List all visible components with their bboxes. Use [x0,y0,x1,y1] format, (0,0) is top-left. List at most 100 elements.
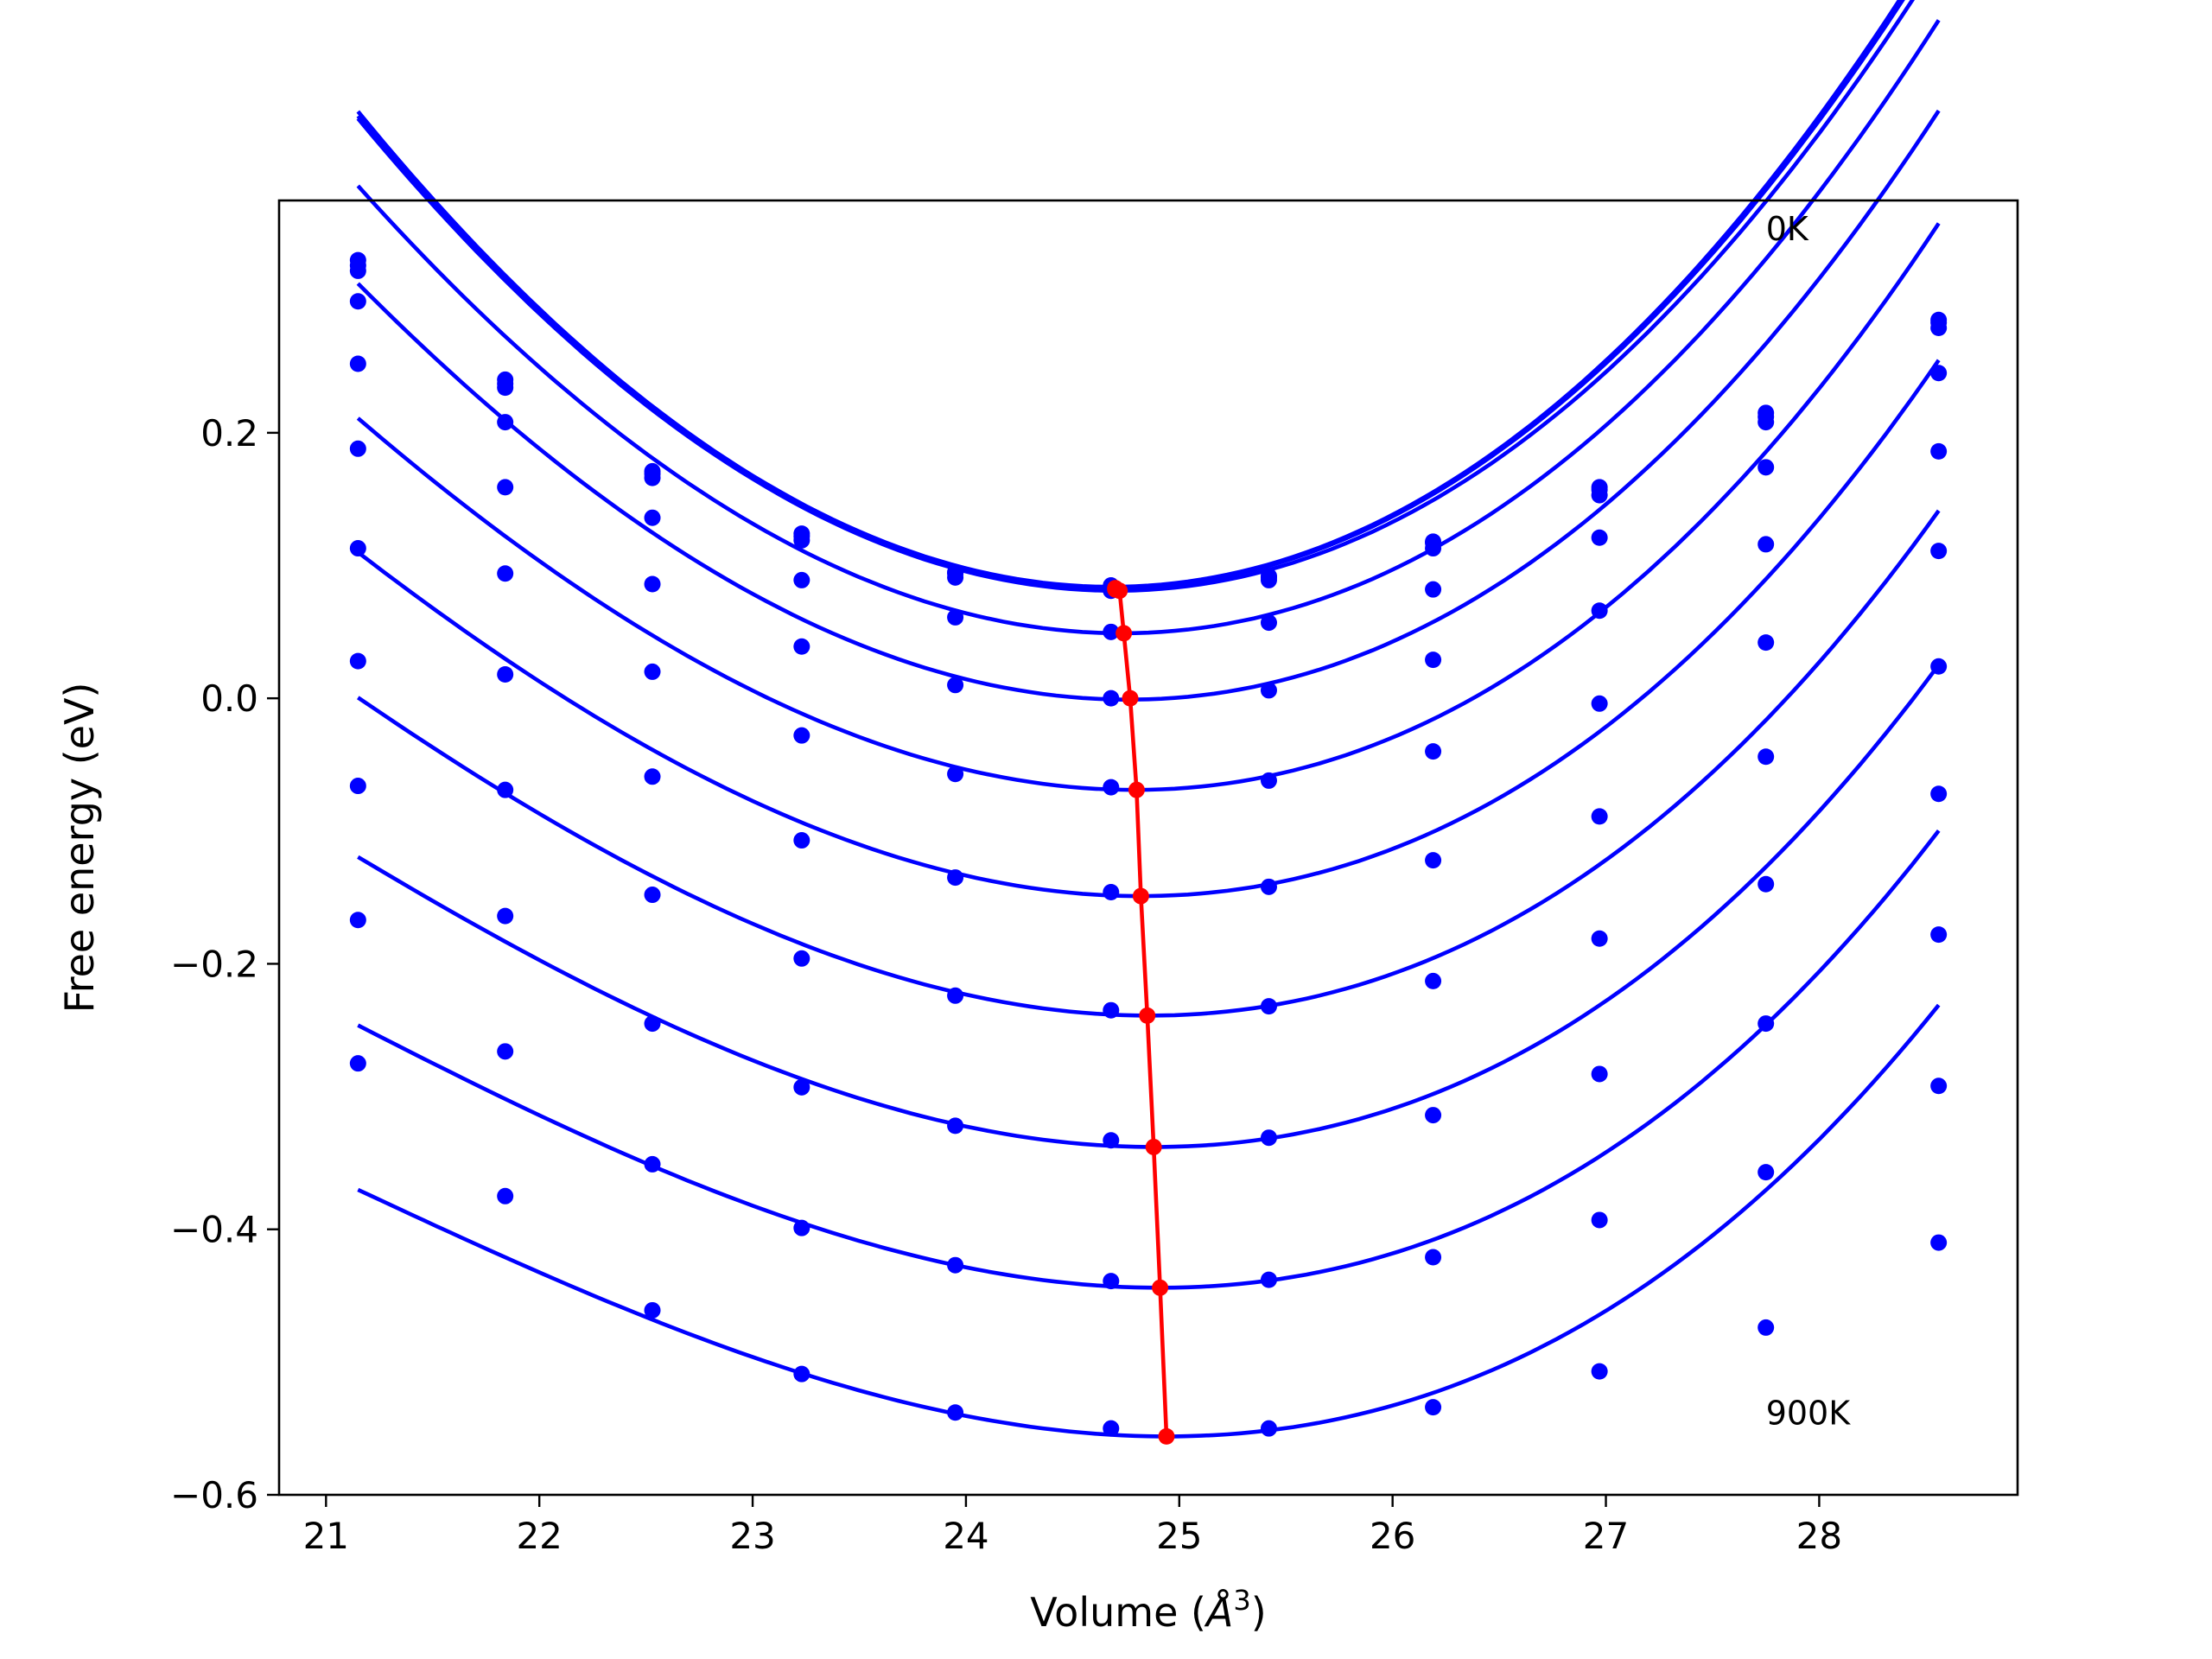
data-point [1425,1399,1442,1416]
data-point [947,608,964,626]
data-point [644,1301,661,1319]
data-point [1103,1132,1120,1149]
data-point [497,565,514,582]
axes-frame [277,199,2019,1497]
data-point [1591,1363,1608,1380]
data-point [644,575,661,593]
minimum-point [1132,887,1149,905]
x-tick-label: 28 [1796,1515,1842,1557]
data-point [1758,748,1775,766]
y-tick-label: −0.6 [170,1474,258,1516]
minimum-point [1128,781,1145,798]
data-point [497,379,514,397]
data-point [349,293,366,310]
data-point [1930,543,1948,560]
fit-curve-3 [356,19,1941,636]
data-point [349,652,366,670]
fit-curve-2 [356,0,1916,593]
data-point [1930,442,1948,460]
data-point [793,727,810,744]
data-point [947,766,964,783]
data-point [1425,540,1442,557]
data-point [349,912,366,929]
data-point [1591,930,1608,947]
data-point [1260,772,1277,789]
minimum-path [1107,580,1175,1445]
data-point [1930,1234,1948,1251]
data-point [1591,1211,1608,1229]
data-point [1103,1420,1120,1437]
data-point [1425,972,1442,989]
minimum-point [1139,1007,1156,1024]
x-tick-label: 21 [303,1515,349,1557]
data-point [1930,926,1948,944]
data-point [1930,365,1948,382]
annotation-900k: 900K [1766,1395,1852,1433]
data-point [947,1256,964,1274]
fit-curve-9 [357,829,1941,1290]
minimum-point [1152,1279,1169,1296]
annotation-0k: 0K [1766,210,1809,248]
data-point [349,355,366,372]
y-tick-label: −0.2 [170,943,258,985]
data-point [1591,808,1608,825]
data-point [644,768,661,785]
minimum-point [1158,1427,1175,1445]
data-point [497,1187,514,1205]
data-point [1758,536,1775,553]
data-point [1591,1065,1608,1083]
data-point [1260,998,1277,1015]
data-point [497,1043,514,1060]
data-point [1591,695,1608,712]
data-point [1425,852,1442,869]
data-point [644,1155,661,1173]
data-point [1591,529,1608,546]
x-tick-label: 24 [943,1515,988,1557]
data-point [1425,743,1442,760]
data-point [644,887,661,904]
data-point [947,869,964,887]
data-point [1930,785,1948,803]
data-point [644,509,661,526]
data-point [947,1404,964,1421]
data-point [349,440,366,457]
data-point [1425,1107,1442,1124]
data-point [1425,581,1442,598]
data-point [1591,602,1608,620]
data-point [1930,1077,1948,1095]
data-point [349,778,366,795]
x-axis-ticks: 21 22 23 24 25 26 27 28 [303,1495,1842,1557]
data-point [1425,652,1442,669]
data-point [1103,1273,1120,1290]
data-point [1758,459,1775,476]
minimum-point [1111,582,1128,600]
data-point [1260,1271,1277,1288]
data-point [793,1078,810,1096]
data-point [947,1117,964,1135]
data-point [349,1055,366,1072]
data-point [1260,614,1277,632]
data-point [497,665,514,683]
x-tick-label: 26 [1370,1515,1415,1557]
fit-curve-10 [357,1003,1941,1439]
data-point [793,1219,810,1236]
data-point [497,781,514,798]
data-point [1758,634,1775,652]
data-point [349,540,366,557]
data-point [1103,623,1120,640]
data-point [793,531,810,549]
data-point [1260,878,1277,895]
data-point [793,950,810,967]
data-points [349,251,1948,1437]
data-point [1103,690,1120,707]
data-point [1260,682,1277,699]
data-point [1930,319,1948,336]
data-point [1260,571,1277,588]
data-point [349,262,366,279]
y-tick-label: −0.4 [170,1209,258,1251]
fit-curve-4 [356,109,1941,702]
plot-area [349,0,1948,1445]
data-point [1425,1249,1442,1266]
data-point [1103,1001,1120,1019]
